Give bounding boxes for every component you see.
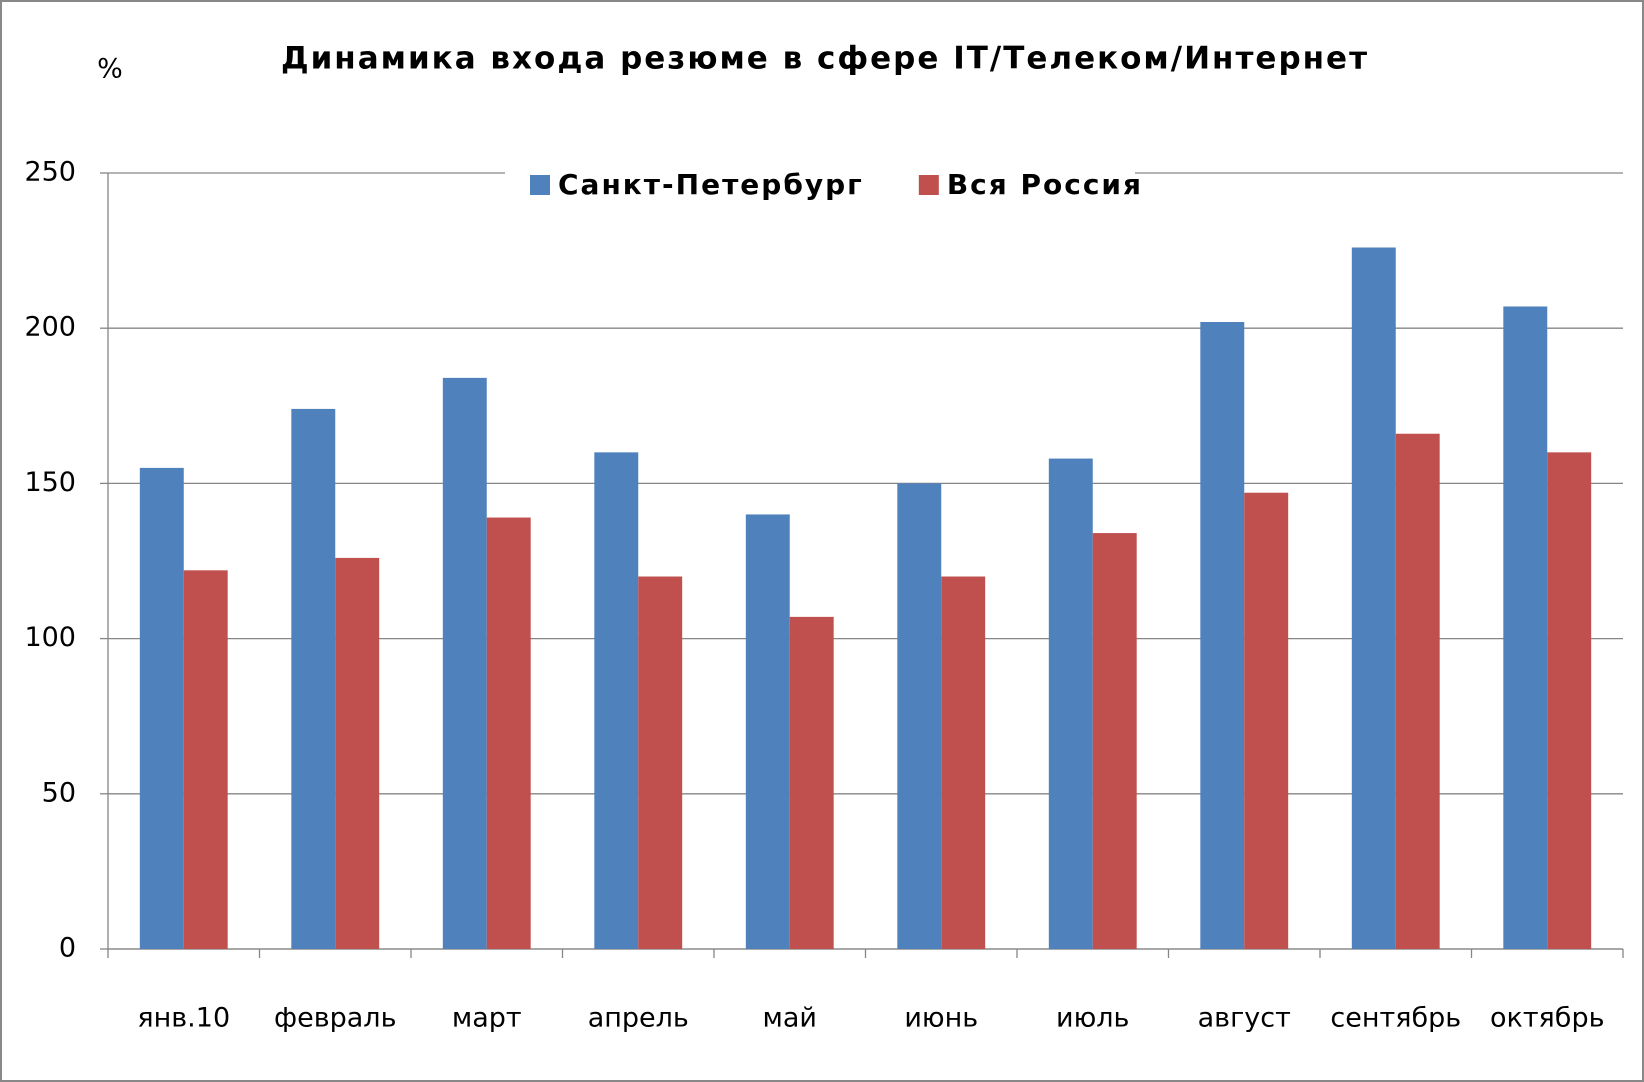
y-axis-label: % (97, 54, 123, 85)
bar (745, 514, 790, 949)
bar (183, 570, 228, 949)
x-tick-label: март (452, 1003, 522, 1034)
x-tick-label: октябрь (1490, 1003, 1605, 1034)
legend-label: Вся Россия (947, 168, 1143, 201)
bar (789, 616, 834, 949)
bar (139, 467, 184, 949)
x-tick-label: май (763, 1003, 817, 1034)
y-tick-label: 0 (59, 933, 76, 964)
y-tick-label: 150 (24, 467, 76, 498)
chart-title: Динамика входа резюме в сфере IT/Телеком… (281, 41, 1369, 77)
x-tick-label: июль (1056, 1003, 1129, 1034)
y-tick-label: 200 (24, 312, 76, 343)
bar (1244, 492, 1289, 949)
x-tick-label: янв.10 (137, 1003, 230, 1034)
legend-background (505, 155, 1135, 215)
legend: Санкт-Петербург Вся Россия (505, 155, 1143, 215)
legend-swatch (918, 175, 939, 195)
bar (442, 377, 487, 949)
x-tick-label: август (1198, 1003, 1291, 1034)
bar (1503, 306, 1548, 949)
bar (1048, 458, 1093, 949)
y-tick-label: 100 (24, 622, 76, 653)
bar (1092, 533, 1137, 949)
bar (897, 483, 942, 949)
x-tick-label: апрель (588, 1003, 689, 1034)
bar (941, 576, 986, 949)
bar (335, 557, 380, 949)
legend-label: Санкт-Петербург (558, 168, 864, 201)
x-tick-label: сентябрь (1330, 1003, 1461, 1034)
y-tick-label: 50 (42, 777, 76, 808)
y-tick-label: 250 (24, 157, 76, 188)
bar (1395, 433, 1440, 950)
bar (1351, 247, 1396, 950)
legend-swatch (530, 175, 550, 195)
bar (291, 408, 336, 949)
bar (1547, 452, 1592, 949)
bar (638, 576, 683, 949)
bar (1200, 321, 1245, 949)
bar (486, 517, 531, 949)
x-tick-label: июнь (904, 1003, 978, 1034)
x-tick-label: февраль (274, 1003, 396, 1034)
bar (594, 452, 639, 949)
